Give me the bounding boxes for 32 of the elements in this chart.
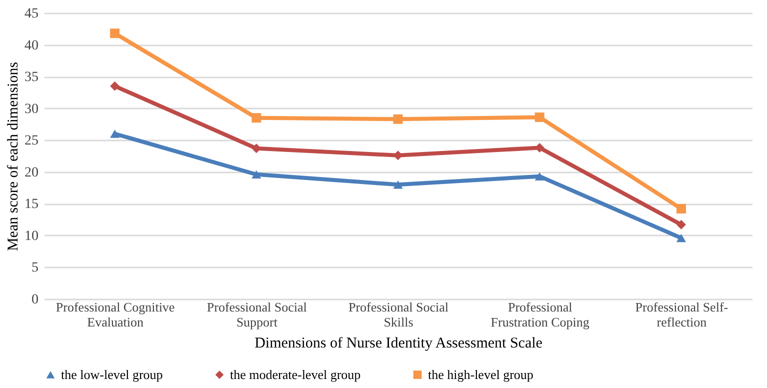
legend-label: the moderate-level group [230,366,361,382]
y-axis-title: Mean score of each dimensions [6,62,22,252]
x-tick-label: Professional Cognitive Evaluation [56,300,175,330]
y-tick-label: 10 [24,228,38,244]
point [676,204,686,214]
y-tick-label: 25 [24,134,38,149]
point [676,220,686,230]
legend-label: the low-level group [61,366,163,382]
y-tick-label: 30 [24,102,38,117]
point [534,172,544,180]
x-tick-label: Professional Self-reflection [635,300,728,330]
y-tick-label: 5 [32,260,38,276]
x-tick-label: Professional Social Skills [348,300,449,330]
y-tick-label: 20 [24,165,38,180]
point [110,130,120,138]
y-tick-label: 40 [24,38,38,54]
x-axis-title: Dimensions of Nurse Identity Assessment Scale [254,336,543,352]
point [393,114,403,124]
point [110,28,120,38]
point [252,113,262,123]
y-tick-label: 45 [24,6,38,22]
point [252,170,262,179]
y-tick-label: 0 [32,292,38,308]
x-tick-label: Professional Frustration Coping [490,300,590,330]
point [534,112,544,122]
y-tick-label: 15 [24,197,38,212]
x-tick-label: Professional Social Support [206,300,308,330]
point [676,234,686,242]
point [393,180,403,189]
point [110,81,120,91]
legend-label: the high-level group [428,366,534,382]
y-tick-label: 35 [24,70,38,86]
